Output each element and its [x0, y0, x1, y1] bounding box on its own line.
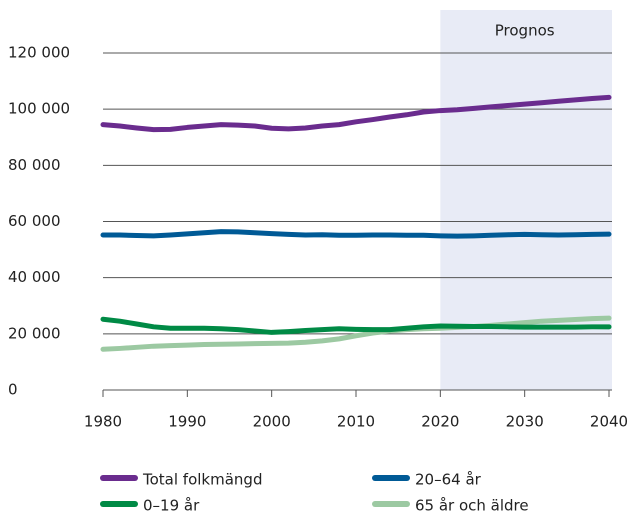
series-line [100, 94, 612, 133]
legend-label: Total folkmängd [142, 471, 262, 489]
y-tick-label: 60 000 [8, 212, 61, 230]
legend-label: 0–19 år [143, 497, 200, 515]
forecast-band [440, 10, 612, 390]
series-line [100, 316, 612, 335]
series-line [100, 229, 612, 239]
x-tick-label: 2040 [590, 413, 628, 431]
y-tick-label: 40 000 [8, 268, 61, 286]
y-tick-label: 0 [8, 381, 18, 399]
y-tick-label: 20 000 [8, 324, 61, 342]
x-tick-label: 2030 [506, 413, 544, 431]
series-line [100, 315, 612, 352]
forecast-label: Prognos [495, 22, 555, 40]
y-tick-label: 80 000 [8, 156, 61, 174]
x-tick-label: 1990 [168, 413, 206, 431]
x-tick-label: 2000 [253, 413, 291, 431]
legend-label: 65 år och äldre [415, 497, 529, 515]
x-tick-label: 2010 [337, 413, 375, 431]
y-tick-label: 120 000 [8, 44, 70, 62]
x-tick-label: 1980 [84, 413, 122, 431]
legend-label: 20–64 år [415, 471, 482, 489]
y-tick-label: 100 000 [8, 100, 70, 118]
x-tick-label: 2020 [421, 413, 459, 431]
